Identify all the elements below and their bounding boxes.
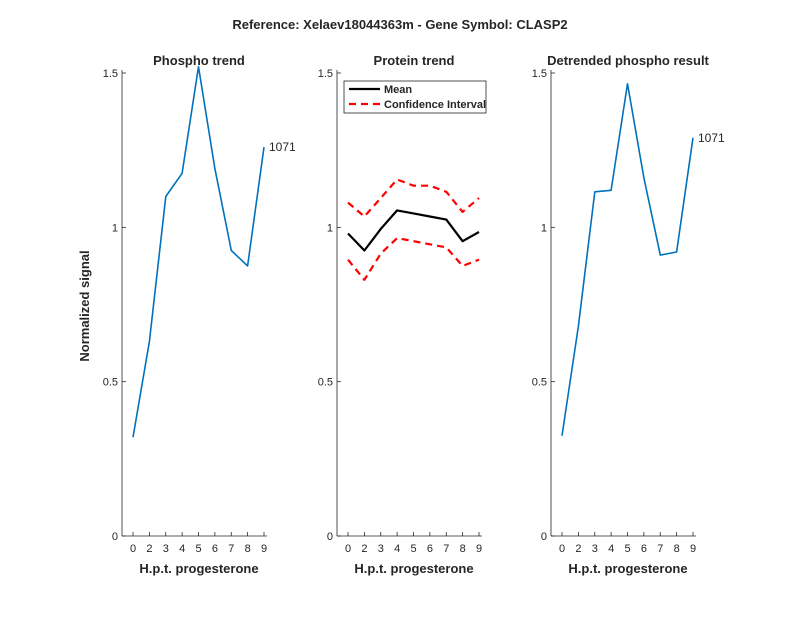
detrended-series-line <box>561 83 694 436</box>
x-tick-label: 8 <box>460 543 466 555</box>
x-tick-label: 4 <box>608 543 614 555</box>
x-axis-label: H.p.t. progesterone <box>139 561 258 576</box>
x-tick-label: 8 <box>674 543 680 555</box>
x-axis-label: H.p.t. progesterone <box>354 561 473 576</box>
y-tick-label: 1.5 <box>318 68 333 80</box>
x-tick-label: 4 <box>394 543 400 555</box>
chart-detrended-phospho-result: Detrended phospho result H.p.t. progeste… <box>532 53 725 576</box>
ci-upper-series-line <box>347 178 480 218</box>
y-tick-label: 0.5 <box>318 377 333 389</box>
x-tick-label: 7 <box>657 543 663 555</box>
y-tick-label: 0 <box>112 531 118 543</box>
figure-suptitle: Reference: Xelaev18044363m - Gene Symbol… <box>232 17 567 32</box>
x-tick-label: 2 <box>575 543 581 555</box>
x-tick-label: 3 <box>163 543 169 555</box>
y-tick-label: 0.5 <box>532 377 547 389</box>
y-tick-label: 1 <box>112 222 118 234</box>
chart-title: Phospho trend <box>153 53 245 68</box>
x-tick-label: 6 <box>641 543 647 555</box>
x-axis-label: H.p.t. progesterone <box>568 561 687 576</box>
y-tick-label: 1.5 <box>103 68 118 80</box>
x-tick-label: 5 <box>195 543 201 555</box>
x-tick-label: 5 <box>624 543 630 555</box>
x-tick-label: 0 <box>559 543 565 555</box>
y-tick-label: 1 <box>541 222 547 234</box>
x-tick-label: 5 <box>410 543 416 555</box>
x-tick-label: 0 <box>345 543 351 555</box>
series-annotation-label: 1071 <box>269 140 296 154</box>
y-tick-label: 1.5 <box>532 68 547 80</box>
chart-marks: 0 2 3 4 5 6 7 8 900.511.5 <box>103 66 267 555</box>
chart-title: Detrended phospho result <box>547 53 709 68</box>
y-tick-label: 0.5 <box>103 377 118 389</box>
x-tick-label: 6 <box>427 543 433 555</box>
phospho-series-line <box>132 66 265 438</box>
ci-lower-series-line <box>347 237 480 281</box>
x-tick-label: 9 <box>476 543 482 555</box>
x-tick-label: 3 <box>378 543 384 555</box>
y-tick-label: 0 <box>327 531 333 543</box>
legend-entry-mean: Mean <box>384 84 412 96</box>
x-tick-label: 7 <box>443 543 449 555</box>
legend-entry-confidence-interval: Confidence Interval <box>384 99 486 111</box>
y-tick-label: 1 <box>327 222 333 234</box>
x-tick-label: 0 <box>130 543 136 555</box>
x-tick-label: 8 <box>245 543 251 555</box>
y-tick-label: 0 <box>541 531 547 543</box>
chart-marks: 0 2 3 4 5 6 7 8 900.511.5 <box>318 68 482 555</box>
x-tick-label: 4 <box>179 543 185 555</box>
x-tick-label: 3 <box>592 543 598 555</box>
chart-marks: 0 2 3 4 5 6 7 8 900.511.5 <box>532 68 696 555</box>
x-tick-label: 7 <box>228 543 234 555</box>
chart-title: Protein trend <box>374 53 455 68</box>
legend: Mean Confidence Interval <box>343 80 487 114</box>
chart-phospho-trend: Phospho trend H.p.t. progesterone Normal… <box>77 53 296 576</box>
legend-box <box>343 80 487 114</box>
mean-series-line <box>347 209 480 252</box>
x-tick-label: 2 <box>146 543 152 555</box>
series-annotation-label: 1071 <box>698 131 725 145</box>
y-axis-label: Normalized signal <box>77 250 92 361</box>
x-tick-label: 2 <box>361 543 367 555</box>
x-tick-label: 9 <box>261 543 267 555</box>
x-tick-label: 6 <box>212 543 218 555</box>
x-tick-label: 9 <box>690 543 696 555</box>
